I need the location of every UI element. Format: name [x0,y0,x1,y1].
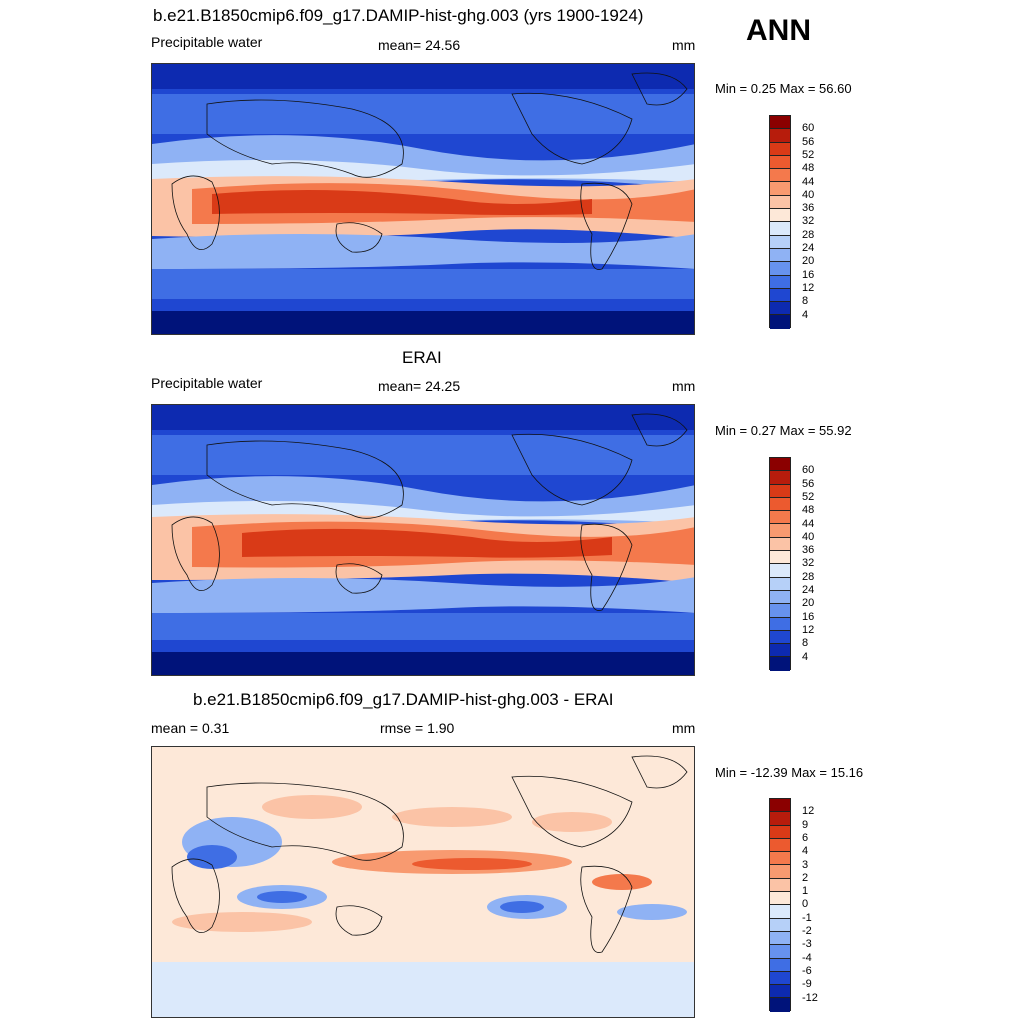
colorbar-tick-label: 0 [802,898,809,911]
colorbar-tick-label: 32 [802,557,815,570]
panel-3-title: b.e21.B1850cmip6.f09_g17.DAMIP-hist-ghg.… [193,690,614,709]
colorbar-tick-label: 1 [802,885,809,898]
colorbar-tick-label: 28 [802,570,815,583]
panel-1-mean-label: mean= 24.56 [378,37,461,53]
colorbar-tick-label: 24 [802,584,815,596]
colorbar-tick-label: 56 [802,477,815,490]
colorbar-tick-label: 48 [802,162,815,175]
colorbar-tick-label: 8 [802,295,809,308]
colorbar-tick-label: 24 [802,242,815,254]
colorbar-tick-label: 16 [802,268,815,281]
panel-3-map [151,746,695,1018]
panel-1-map [151,63,695,335]
colorbar-tick-label: 28 [802,228,815,241]
panel-2-colorbar [769,457,791,671]
colorbar-tick-label: 40 [802,188,815,201]
colorbar-tick-label: 20 [802,597,815,610]
colorbar-tick-label: 12 [802,281,815,294]
panel-1-colorbar [769,115,791,329]
colorbar-tick-label: 4 [802,650,809,663]
colorbar-tick-label: 36 [802,202,815,215]
colorbar-tick-label: 8 [802,637,809,650]
panel-1-units-label: mm [672,37,696,53]
panel-3-minmax: Min = -12.39 Max = 15.16 [715,765,864,780]
colorbar-tick-label: 4 [802,308,809,321]
colorbar-tick-label: 4 [802,845,809,858]
panel-2-mean-label: mean= 24.25 [378,378,461,394]
colorbar-tick-label: 12 [802,805,815,818]
colorbar-tick-label: -4 [802,951,812,964]
colorbar-tick-label: 9 [802,818,809,831]
panel-3-rmse-label: rmse = 1.90 [380,720,455,736]
colorbar-tick-label: -6 [802,964,812,977]
season-label: ANN [746,14,811,47]
colorbar-tick-label: -2 [802,925,812,937]
colorbar-tick-label: 60 [802,122,815,135]
panel-2-title: ERAI [402,348,442,367]
colorbar-tick-label: -12 [802,991,818,1004]
colorbar-tick-label: 52 [802,148,815,161]
panel-2-map [151,404,695,676]
panel-3-units-label: mm [672,720,696,736]
panel-2-units-label: mm [672,378,696,394]
colorbar-tick-label: 6 [802,831,809,844]
colorbar-tick-label: 2 [802,871,809,884]
colorbar-tick-label: 48 [802,504,815,517]
colorbar-tick-label: 44 [802,517,815,530]
panel-2-variable-label: Precipitable water [151,375,263,391]
colorbar-tick-label: 16 [802,610,815,623]
colorbar-tick-label: 44 [802,175,815,188]
panel-1-variable-label: Precipitable water [151,34,263,50]
colorbar-tick-label: 40 [802,530,815,543]
colorbar-tick-label: 60 [802,464,815,477]
colorbar-tick-label: 3 [802,858,809,871]
colorbar-tick-label: 56 [802,135,815,148]
colorbar-tick-label: -3 [802,938,812,951]
panel-2-minmax: Min = 0.27 Max = 55.92 [715,423,852,438]
colorbar-tick-label: 32 [802,215,815,228]
panel-3-colorbar [769,798,791,1012]
panel-3-mean-label: mean = 0.31 [151,720,230,736]
colorbar-tick-label: 12 [802,623,815,636]
colorbar-tick-label: 36 [802,544,815,557]
colorbar-tick-label: 52 [802,490,815,503]
panel-1-minmax: Min = 0.25 Max = 56.60 [715,81,852,96]
colorbar-tick-label: 20 [802,255,815,268]
colorbar-tick-label: -9 [802,978,812,991]
panel-1-title: b.e21.B1850cmip6.f09_g17.DAMIP-hist-ghg.… [153,6,644,25]
colorbar-tick-label: -1 [802,911,812,924]
